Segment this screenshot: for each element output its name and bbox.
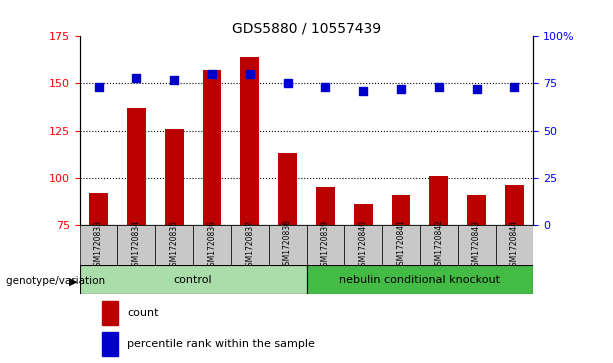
- Point: [396, 86, 406, 92]
- Bar: [80, 265, 306, 294]
- Bar: [278, 153, 297, 225]
- Text: GSM1720842: GSM1720842: [434, 220, 443, 270]
- Text: GSM1720838: GSM1720838: [283, 220, 292, 270]
- Text: GSM1720834: GSM1720834: [132, 220, 141, 270]
- Text: GSM1720844: GSM1720844: [510, 220, 519, 270]
- Text: GSM1720836: GSM1720836: [207, 220, 216, 270]
- Point: [509, 84, 519, 90]
- Text: GSM1720843: GSM1720843: [472, 220, 481, 270]
- Text: GSM1720839: GSM1720839: [321, 220, 330, 270]
- Bar: [240, 57, 259, 225]
- Bar: [127, 108, 146, 225]
- Text: GSM1720840: GSM1720840: [359, 220, 368, 270]
- Bar: [306, 265, 533, 294]
- Point: [245, 71, 255, 77]
- Bar: [102, 332, 118, 356]
- Bar: [202, 70, 221, 225]
- Bar: [118, 225, 155, 265]
- Text: genotype/variation: genotype/variation: [6, 276, 109, 286]
- Text: ▶: ▶: [69, 276, 78, 286]
- Text: GSM1720837: GSM1720837: [245, 220, 254, 270]
- Point: [472, 86, 482, 92]
- Point: [94, 84, 104, 90]
- Text: nebulin conditional knockout: nebulin conditional knockout: [340, 274, 500, 285]
- Point: [358, 88, 368, 94]
- Bar: [89, 193, 108, 225]
- Text: percentile rank within the sample: percentile rank within the sample: [128, 339, 315, 349]
- Point: [321, 84, 330, 90]
- Point: [207, 71, 217, 77]
- Bar: [458, 225, 495, 265]
- Point: [434, 84, 444, 90]
- Bar: [345, 225, 382, 265]
- Bar: [306, 225, 345, 265]
- Text: control: control: [173, 274, 213, 285]
- Text: count: count: [128, 308, 159, 318]
- Point: [169, 77, 179, 83]
- Bar: [495, 225, 533, 265]
- Text: GSM1720833: GSM1720833: [94, 220, 103, 270]
- Bar: [80, 225, 118, 265]
- Bar: [382, 225, 420, 265]
- Bar: [467, 195, 486, 225]
- Text: GSM1720841: GSM1720841: [397, 220, 406, 270]
- Bar: [429, 176, 448, 225]
- Bar: [155, 225, 193, 265]
- Title: GDS5880 / 10557439: GDS5880 / 10557439: [232, 21, 381, 35]
- Point: [283, 81, 292, 86]
- Bar: [231, 225, 268, 265]
- Bar: [316, 187, 335, 225]
- Bar: [392, 195, 411, 225]
- Bar: [102, 301, 118, 325]
- Bar: [268, 225, 306, 265]
- Bar: [165, 129, 184, 225]
- Bar: [354, 204, 373, 225]
- Point: [131, 75, 141, 81]
- Bar: [505, 185, 524, 225]
- Bar: [193, 225, 231, 265]
- Bar: [420, 225, 458, 265]
- Text: GSM1720835: GSM1720835: [170, 220, 179, 270]
